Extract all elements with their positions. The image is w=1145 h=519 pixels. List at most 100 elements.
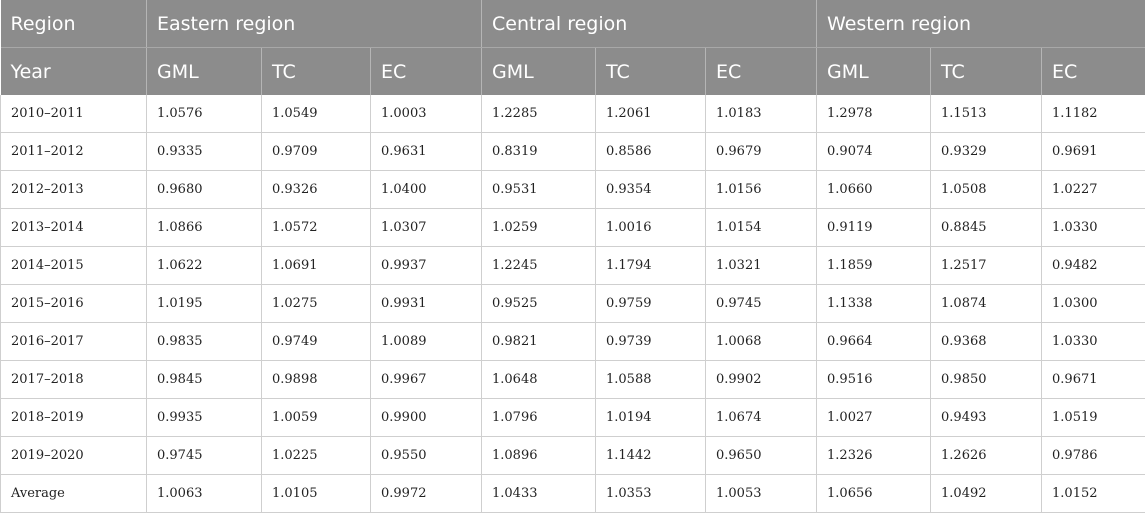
value-cell: 0.9525 — [481, 284, 596, 323]
value-cell: 1.0089 — [370, 322, 482, 361]
value-cell: 1.0330 — [1041, 322, 1145, 361]
value-cell: 0.9898 — [261, 360, 371, 399]
year-cell: Average — [0, 474, 147, 513]
value-cell: 1.0307 — [370, 208, 482, 247]
value-cell: 1.0330 — [1041, 208, 1145, 247]
value-cell: 1.0016 — [595, 208, 706, 247]
value-cell: 0.9935 — [146, 398, 262, 437]
year-cell: 2013–2014 — [0, 208, 147, 247]
value-cell: 0.8845 — [930, 208, 1043, 247]
value-cell: 0.9691 — [1041, 132, 1145, 171]
table-row: 2011–2012 0.9335 0.9709 0.9631 0.8319 0.8586 0… — [0, 132, 1145, 171]
value-cell: 1.0896 — [481, 436, 596, 475]
metric-header-tc: TC — [261, 47, 371, 95]
value-cell: 0.9074 — [816, 132, 932, 171]
value-cell: 1.2626 — [930, 436, 1043, 475]
value-cell: 1.1513 — [930, 95, 1043, 133]
value-cell: 1.0576 — [146, 95, 262, 133]
value-cell: 1.0053 — [705, 474, 818, 513]
value-cell: 0.9664 — [816, 322, 932, 361]
metric-header-tc: TC — [930, 47, 1043, 95]
value-cell: 1.0660 — [816, 170, 932, 209]
year-cell: 2015–2016 — [0, 284, 147, 323]
value-cell: 0.8319 — [481, 132, 596, 171]
value-cell: 0.9368 — [930, 322, 1043, 361]
value-cell: 1.2245 — [481, 246, 596, 285]
table-row: 2016–2017 0.9835 0.9749 1.0089 0.9821 0.9739 1… — [0, 322, 1145, 361]
value-cell: 1.0195 — [146, 284, 262, 323]
value-cell: 1.0874 — [930, 284, 1043, 323]
value-cell: 0.9759 — [595, 284, 706, 323]
value-cell: 0.9516 — [816, 360, 932, 399]
value-cell: 1.0691 — [261, 246, 371, 285]
year-cell: 2017–2018 — [0, 360, 147, 399]
value-cell: 0.9671 — [1041, 360, 1145, 399]
table-row: 2015–2016 1.0195 1.0275 0.9931 0.9525 0.9759 0… — [0, 284, 1145, 323]
value-cell: 1.2326 — [816, 436, 932, 475]
value-cell: 0.9786 — [1041, 436, 1145, 475]
metric-header-gml: GML — [146, 47, 262, 95]
value-cell: 1.0105 — [261, 474, 371, 513]
value-cell: 0.9679 — [705, 132, 818, 171]
value-cell: 1.0194 — [595, 398, 706, 437]
value-cell: 0.9745 — [146, 436, 262, 475]
value-cell: 1.0622 — [146, 246, 262, 285]
table-row: 2014–2015 1.0622 1.0691 0.9937 1.2245 1.1794 1… — [0, 246, 1145, 285]
value-cell: 1.0225 — [261, 436, 371, 475]
value-cell: 0.9821 — [481, 322, 596, 361]
value-cell: 1.0353 — [595, 474, 706, 513]
value-cell: 1.1182 — [1041, 95, 1145, 133]
year-cell: 2010–2011 — [0, 95, 147, 133]
value-cell: 1.0183 — [705, 95, 818, 133]
value-cell: 0.9835 — [146, 322, 262, 361]
metric-header-ec: EC — [1052, 60, 1078, 83]
value-cell: 1.2517 — [930, 246, 1043, 285]
value-cell: 0.9845 — [146, 360, 262, 399]
value-cell: 1.1338 — [816, 284, 932, 323]
value-cell: 1.0227 — [1041, 170, 1145, 209]
value-cell: 0.9931 — [370, 284, 482, 323]
value-cell: 1.0492 — [930, 474, 1043, 513]
value-cell: 1.0068 — [705, 322, 818, 361]
region-header-western: Western region — [816, 0, 1145, 48]
metric-header-gml: GML — [481, 47, 596, 95]
value-cell: 1.0156 — [705, 170, 818, 209]
value-cell: 1.0003 — [370, 95, 482, 133]
value-cell: 0.9482 — [1041, 246, 1145, 285]
table-row: 2017–2018 0.9845 0.9898 0.9967 1.0648 1.0588 0… — [0, 360, 1145, 399]
year-cell: 2014–2015 — [0, 246, 147, 285]
value-cell: 1.0648 — [481, 360, 596, 399]
value-cell: 1.0027 — [816, 398, 932, 437]
year-cell: 2016–2017 — [0, 322, 147, 361]
value-cell: 0.9631 — [370, 132, 482, 171]
value-cell: 1.0674 — [705, 398, 818, 437]
value-cell: 1.0152 — [1041, 474, 1145, 513]
year-cell: 2012–2013 — [0, 170, 147, 209]
value-cell: 0.9329 — [930, 132, 1043, 171]
region-header-eastern: Eastern region — [146, 0, 482, 48]
value-cell: 1.0300 — [1041, 284, 1145, 323]
value-cell: 1.1859 — [816, 246, 932, 285]
table-row: Average 1.0063 1.0105 0.9972 1.0433 1.0353 1.0… — [0, 474, 1145, 513]
value-cell: 0.9550 — [370, 436, 482, 475]
region-header-central: Central region — [481, 0, 818, 48]
value-cell: 1.0275 — [261, 284, 371, 323]
table-header: Region Eastern region Central region Wes… — [0, 0, 1145, 95]
year-header-label: Year — [0, 47, 147, 95]
value-cell: 0.9119 — [816, 208, 932, 247]
value-cell: 0.9650 — [705, 436, 818, 475]
metric-header-ec: EC — [370, 47, 482, 95]
value-cell: 1.0866 — [146, 208, 262, 247]
value-cell: 0.9493 — [930, 398, 1043, 437]
year-cell: 2011–2012 — [0, 132, 147, 171]
value-cell: 0.9900 — [370, 398, 482, 437]
table-body: 2010–2011 1.0576 1.0549 1.0003 1.2285 1.2061 1… — [0, 95, 1145, 513]
metric-header-gml: GML — [816, 47, 932, 95]
value-cell: 1.2061 — [595, 95, 706, 133]
value-cell: 1.1442 — [595, 436, 706, 475]
value-cell: 1.0519 — [1041, 398, 1145, 437]
table-row: 2010–2011 1.0576 1.0549 1.0003 1.2285 1.2061 1… — [0, 95, 1145, 133]
value-cell: 1.1794 — [595, 246, 706, 285]
value-cell: 0.9709 — [261, 132, 371, 171]
value-cell: 1.0508 — [930, 170, 1043, 209]
